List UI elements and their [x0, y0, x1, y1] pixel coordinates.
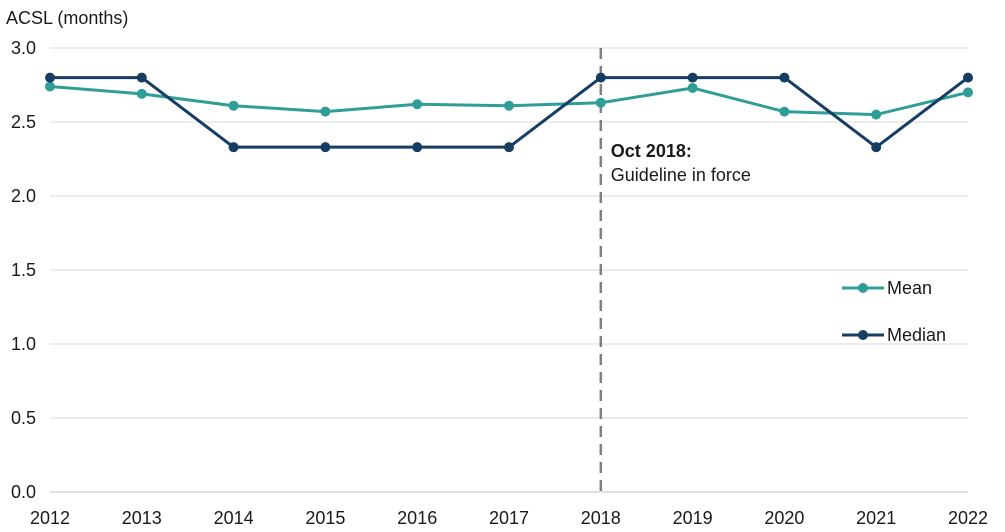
guideline-annotation: Oct 2018: Guideline in force: [599, 48, 751, 492]
data-point-median: [228, 142, 239, 153]
data-point-median: [45, 72, 55, 83]
x-tick-label: 2016: [397, 508, 437, 528]
legend-swatch-marker: [858, 283, 868, 293]
x-tick-labels: 2012 2013 2014 2015 2016 2017 2018 2019 2020 2021…: [30, 508, 988, 528]
data-point-mean: [595, 97, 606, 108]
data-point-median: [779, 72, 790, 83]
data-point-mean: [320, 106, 331, 117]
y-axis-label: ACSL (months): [6, 8, 128, 28]
data-point-median: [504, 142, 514, 153]
legend-swatch-marker: [858, 330, 868, 340]
y-tick-label: 0.0: [11, 482, 36, 502]
annotation-text: Guideline in force: [611, 165, 751, 185]
y-tick-label: 0.5: [11, 408, 36, 428]
data-point-mean: [504, 100, 514, 111]
x-tick-label: 2018: [581, 508, 621, 528]
data-point-mean: [779, 106, 790, 117]
data-point-median: [412, 142, 423, 153]
x-tick-label: 2014: [214, 508, 254, 528]
y-tick-label: 3.0: [11, 38, 36, 58]
data-point-mean: [228, 100, 239, 111]
x-tick-label: 2022: [948, 508, 988, 528]
data-point-median: [320, 142, 331, 153]
legend-item-mean: Mean: [842, 278, 932, 298]
series-lines: [45, 72, 973, 153]
y-tick-label: 1.5: [11, 260, 36, 280]
data-point-median: [136, 72, 147, 83]
data-point-mean: [687, 82, 698, 93]
data-point-median: [687, 72, 698, 83]
x-tick-label: 2015: [305, 508, 345, 528]
y-tick-label: 2.5: [11, 112, 36, 132]
data-point-mean: [136, 88, 147, 99]
legend-label: Median: [887, 325, 946, 345]
annotation-title: Oct 2018:: [611, 141, 692, 161]
legend-label: Mean: [887, 278, 932, 298]
y-tick-label: 1.0: [11, 334, 36, 354]
data-point-mean: [45, 81, 55, 92]
data-point-median: [871, 142, 882, 153]
data-point-mean: [412, 99, 423, 110]
x-tick-label: 2020: [764, 508, 804, 528]
data-point-median: [595, 72, 606, 83]
x-tick-label: 2017: [489, 508, 529, 528]
y-tick-labels: 0.0 0.5 1.0 1.5 2.0 2.5 3.0: [11, 38, 36, 502]
y-tick-label: 2.0: [11, 186, 36, 206]
data-point-mean: [963, 87, 973, 98]
series-line-median: [50, 76, 969, 149]
data-point-mean: [871, 109, 882, 120]
x-tick-label: 2012: [30, 508, 70, 528]
x-tick-label: 2019: [673, 508, 713, 528]
legend-item-median: Median: [842, 325, 946, 345]
x-tick-label: 2013: [122, 508, 162, 528]
data-point-median: [963, 72, 973, 83]
x-tick-label: 2021: [856, 508, 896, 528]
legend: Mean Median: [842, 278, 946, 345]
gridlines: [50, 47, 968, 493]
